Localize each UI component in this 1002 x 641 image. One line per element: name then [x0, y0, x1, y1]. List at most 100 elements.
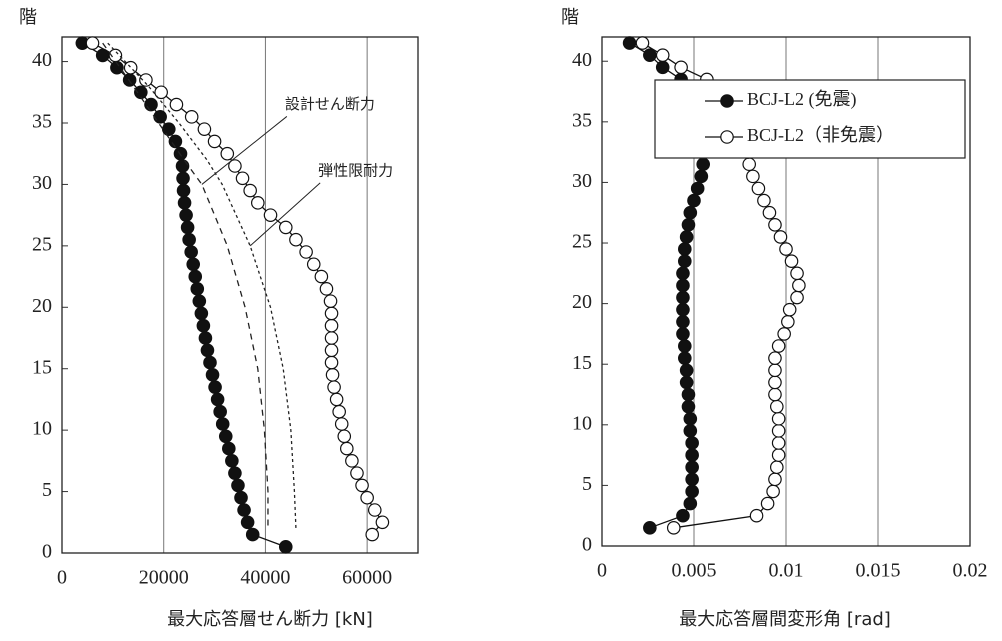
marker	[777, 327, 791, 341]
marker	[177, 196, 192, 210]
marker	[676, 508, 690, 523]
y-tick-label: 35	[572, 109, 592, 131]
series-line	[102, 42, 269, 529]
marker	[278, 220, 293, 235]
marker	[768, 363, 782, 378]
marker	[139, 73, 153, 87]
marker	[683, 205, 698, 220]
marker	[215, 417, 230, 431]
marker	[768, 387, 782, 402]
marker	[169, 97, 184, 112]
marker	[749, 508, 764, 523]
marker	[332, 404, 346, 419]
marker	[696, 157, 710, 172]
marker	[334, 417, 349, 431]
marker	[314, 269, 329, 284]
y-tick-label: 5	[42, 479, 52, 501]
marker	[655, 60, 670, 75]
y-tick-label: 30	[32, 172, 52, 194]
marker	[771, 339, 786, 353]
series-line	[107, 42, 297, 529]
plot-frame	[61, 36, 419, 554]
marker	[210, 392, 225, 407]
y-tick-label: 25	[32, 233, 52, 255]
marker	[123, 60, 138, 75]
x-axis-label: 最大応答層間変形角 [rad]	[679, 609, 891, 630]
marker	[773, 230, 788, 244]
marker	[685, 484, 699, 499]
marker	[687, 193, 701, 208]
marker	[679, 363, 694, 378]
marker	[208, 380, 222, 394]
marker	[643, 521, 657, 535]
marker	[205, 368, 220, 382]
marker	[676, 327, 690, 341]
y-tick-label: 20	[32, 295, 52, 317]
marker	[182, 232, 196, 247]
marker	[196, 318, 211, 333]
x-tick-label: 0	[57, 567, 67, 589]
marker	[790, 266, 804, 281]
marker	[85, 36, 100, 50]
marker	[350, 466, 364, 480]
marker	[197, 122, 212, 136]
marker	[329, 392, 344, 407]
marker	[324, 343, 339, 358]
marker	[676, 290, 690, 305]
marker	[365, 527, 380, 542]
marker	[762, 205, 777, 220]
marker	[324, 318, 339, 333]
marker	[677, 351, 692, 365]
marker	[222, 441, 236, 456]
marker	[122, 73, 137, 87]
marker	[168, 134, 183, 149]
marker	[134, 85, 148, 100]
legend-label: BCJ-L2（非免震）	[747, 125, 894, 145]
marker	[325, 368, 340, 382]
marker	[768, 472, 782, 487]
y-tick-label: 10	[32, 418, 52, 440]
marker	[323, 294, 338, 308]
marker	[186, 257, 201, 272]
plot-frame	[601, 36, 971, 547]
marker	[278, 540, 293, 554]
marker	[339, 441, 354, 456]
x-tick-label: 0.01	[769, 560, 804, 582]
marker	[192, 294, 207, 308]
marker	[190, 282, 205, 296]
series-line	[82, 42, 286, 548]
marker	[345, 454, 359, 468]
marker	[666, 521, 681, 535]
marker	[679, 230, 694, 244]
y-tick-label: 30	[572, 170, 592, 192]
marker	[771, 411, 786, 426]
marker	[635, 36, 650, 50]
marker	[742, 157, 756, 172]
marker	[194, 306, 209, 321]
marker	[203, 355, 217, 370]
marker	[355, 478, 369, 493]
x-tick-label: 0.005	[672, 560, 717, 582]
marker	[769, 399, 784, 414]
x-tick-label: 60000	[342, 567, 392, 589]
marker	[306, 257, 321, 272]
marker	[676, 266, 690, 281]
marker	[676, 314, 690, 329]
marker	[200, 343, 215, 358]
marker	[144, 97, 158, 112]
y-tick-label: 40	[572, 49, 592, 71]
marker	[218, 429, 233, 444]
marker	[746, 169, 760, 184]
marker	[237, 503, 251, 517]
marker	[176, 171, 190, 186]
marker	[225, 454, 239, 468]
y-tick-label: 0	[42, 541, 52, 563]
y-tick-label: 25	[572, 231, 592, 253]
marker	[299, 245, 313, 259]
marker	[154, 85, 168, 100]
marker	[360, 490, 374, 505]
marker	[681, 399, 696, 414]
y-tick-label: 40	[32, 49, 52, 71]
marker	[792, 278, 806, 293]
